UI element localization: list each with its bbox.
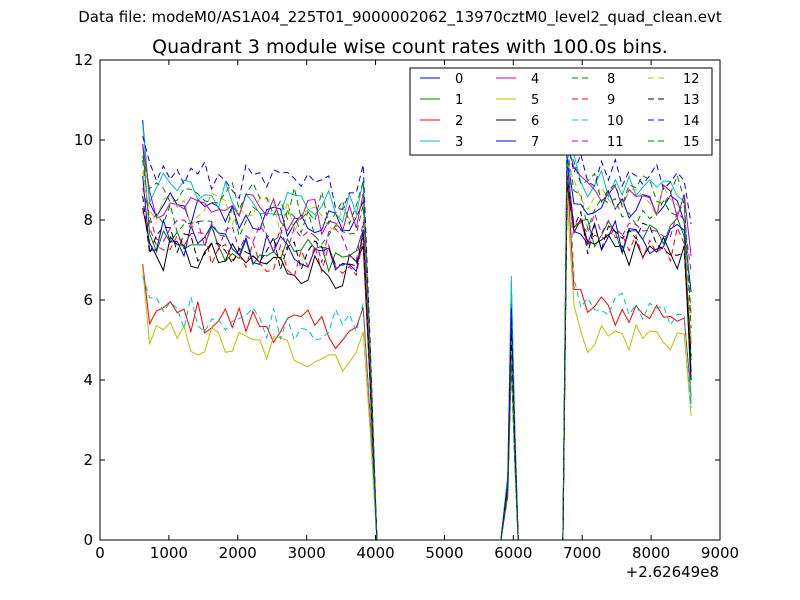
x-tick-label: 4000 xyxy=(356,544,394,562)
y-tick-label: 6 xyxy=(83,291,93,309)
series-line-14 xyxy=(142,135,692,541)
legend-label-10: 10 xyxy=(607,114,624,129)
series-line-8 xyxy=(142,147,692,541)
series-line-10 xyxy=(142,115,692,541)
legend-label-6: 6 xyxy=(531,114,539,129)
series-line-6 xyxy=(142,183,692,541)
legend-label-4: 4 xyxy=(531,72,539,87)
y-tick-label: 2 xyxy=(83,451,93,469)
series-line-2 xyxy=(142,171,692,541)
series-line-1 xyxy=(142,143,692,541)
legend-label-13: 13 xyxy=(683,93,700,108)
legend-label-3: 3 xyxy=(455,135,463,150)
x-tick-label: 1000 xyxy=(150,544,188,562)
series-line-3 xyxy=(142,123,692,541)
y-tick-label: 8 xyxy=(83,211,93,229)
y-tick-label: 12 xyxy=(74,51,93,69)
legend-label-1: 1 xyxy=(455,93,463,108)
legend-label-0: 0 xyxy=(455,72,463,87)
x-tick-label: 2000 xyxy=(219,544,257,562)
figure-suptitle: Data file: modeM0/AS1A04_225T01_90000020… xyxy=(78,8,722,26)
legend-label-12: 12 xyxy=(683,72,700,87)
legend-label-8: 8 xyxy=(607,72,615,87)
legend-label-7: 7 xyxy=(531,135,539,150)
x-tick-label: 6000 xyxy=(494,544,532,562)
y-tick-label: 0 xyxy=(83,531,93,549)
x-tick-label: 7000 xyxy=(563,544,601,562)
y-tick-label: 4 xyxy=(83,371,93,389)
legend-label-14: 14 xyxy=(683,114,700,129)
legend-label-15: 15 xyxy=(683,135,700,150)
series-line-15 xyxy=(142,143,692,541)
x-tick-label: 8000 xyxy=(632,544,670,562)
legend-label-11: 11 xyxy=(607,135,624,150)
series-line-4 xyxy=(142,143,692,541)
axis-ticks-layer: 0 1000 2000 3000 4000 5000 6000 7000 8000 9000 0 2 4… xyxy=(74,51,739,562)
chart-title: Quadrant 3 module wise count rates with … xyxy=(152,36,668,58)
x-tick-label: 3000 xyxy=(288,544,326,562)
series-line-11 xyxy=(142,167,692,541)
legend-label-9: 9 xyxy=(607,93,615,108)
legend-label-5: 5 xyxy=(531,93,539,108)
legend-label-2: 2 xyxy=(455,114,463,129)
x-axis-offset-label: +2.62649e8 xyxy=(626,563,719,581)
x-tick-label: 0 xyxy=(95,544,105,562)
series-lines-layer xyxy=(142,115,692,541)
y-tick-label: 10 xyxy=(74,131,93,149)
x-tick-label: 5000 xyxy=(425,544,463,562)
x-tick-label: 9000 xyxy=(701,544,739,562)
